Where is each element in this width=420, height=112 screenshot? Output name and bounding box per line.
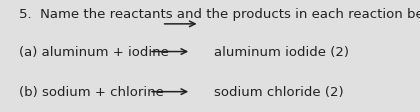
Text: aluminum iodide (2): aluminum iodide (2) [214,46,349,59]
Text: sodium chloride (2): sodium chloride (2) [214,85,344,98]
Text: (b) sodium + chlorine: (b) sodium + chlorine [19,85,164,98]
Text: 5.  Name the reactants and the products in each reaction below:: 5. Name the reactants and the products i… [19,8,420,21]
Text: (a) aluminum + iodine: (a) aluminum + iodine [19,46,169,59]
